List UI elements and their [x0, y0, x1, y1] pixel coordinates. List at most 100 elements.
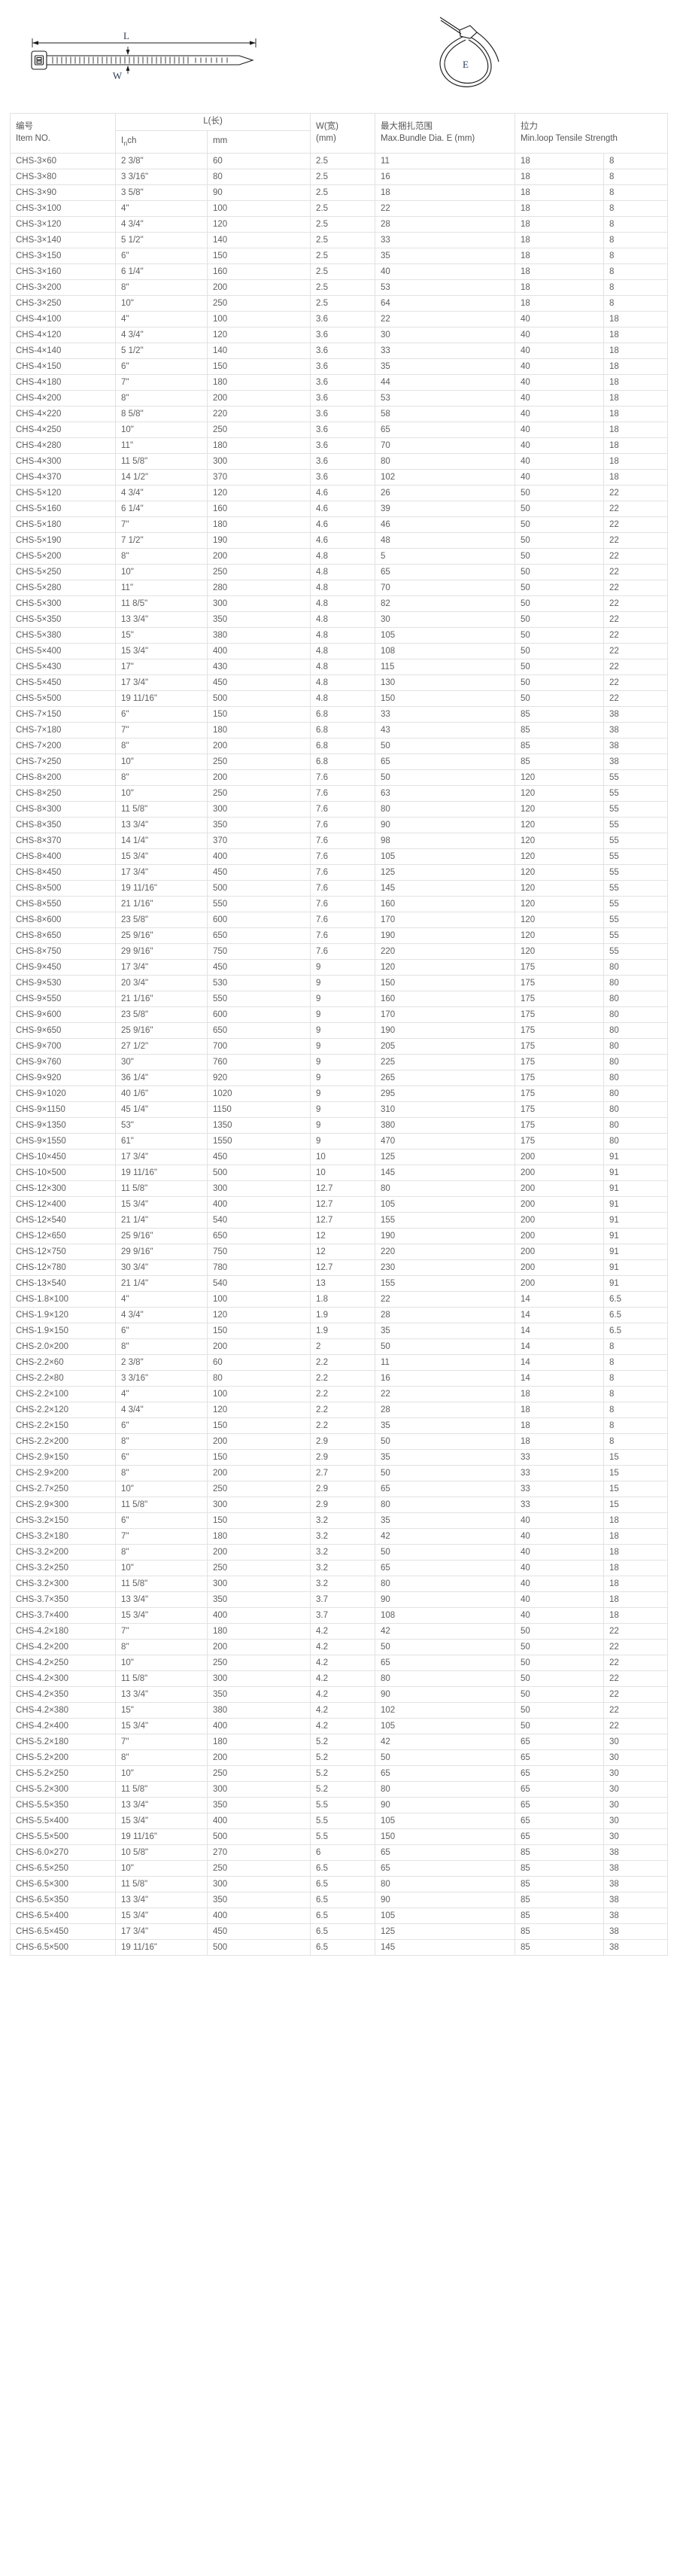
- cell-bundle-dia: 63: [375, 784, 515, 802]
- tie-strap: [46, 55, 254, 65]
- table-row: CHS-9×450 17 3/4" 450 9 120 175 80: [10, 958, 669, 976]
- cell-width: 7.6: [310, 911, 375, 928]
- cell-item-no: CHS-3×200: [10, 279, 116, 296]
- cell-tensile-strength-alt: 8: [603, 1417, 669, 1434]
- cell-tensile-strength-alt: 22: [603, 1701, 669, 1719]
- cell-tensile-strength: 50: [515, 547, 604, 565]
- cell-width: 3.6: [310, 421, 375, 438]
- cell-length-mm: 300: [207, 452, 311, 470]
- table-row: CHS-5×190 7 1/2" 190 4.6 48 50 22: [10, 531, 669, 549]
- cell-tensile-strength: 120: [515, 911, 604, 928]
- cell-bundle-dia: 105: [375, 1907, 515, 1924]
- cell-tensile-strength-alt: 18: [603, 1512, 669, 1529]
- cell-width: 12.7: [310, 1259, 375, 1276]
- cell-width: 4.6: [310, 484, 375, 501]
- table-row: CHS-3.7×400 15 3/4" 400 3.7 108 40 18: [10, 1606, 669, 1624]
- cell-item-no: CHS-3×150: [10, 247, 116, 264]
- cell-tensile-strength: 175: [515, 1132, 604, 1149]
- header-bundle-dia: 最大捆扎范围 Max.Bundle Dia. E (mm): [375, 113, 515, 154]
- cell-width: 7.6: [310, 863, 375, 881]
- cell-item-no: CHS-6.5×300: [10, 1875, 116, 1892]
- cell-length-mm: 600: [207, 911, 311, 928]
- cell-bundle-dia: 35: [375, 358, 515, 375]
- cell-item-no: CHS-2.2×150: [10, 1417, 116, 1434]
- cell-bundle-dia: 65: [375, 1859, 515, 1877]
- cell-length-inch: 7": [115, 721, 208, 738]
- cell-tensile-strength-alt: 80: [603, 1022, 669, 1039]
- length-arrow-right: [250, 41, 256, 45]
- cell-tensile-strength-alt: 38: [603, 1907, 669, 1924]
- cell-tensile-strength-alt: 18: [603, 342, 669, 359]
- cell-tensile-strength: 50: [515, 1685, 604, 1703]
- cell-item-no: CHS-4×100: [10, 310, 116, 327]
- cell-item-no: CHS-9×530: [10, 974, 116, 991]
- cell-length-mm: 300: [207, 595, 311, 612]
- table-row: CHS-4×300 11 5/8" 300 3.6 80 40 18: [10, 452, 669, 470]
- header-tensile-strength-en: Min.loop Tensile Strength: [521, 133, 618, 143]
- cell-length-inch: 4 3/4": [115, 484, 208, 501]
- cell-tensile-strength-alt: 38: [603, 1844, 669, 1861]
- cell-item-no: CHS-7×180: [10, 721, 116, 738]
- cell-item-no: CHS-12×650: [10, 1227, 116, 1244]
- cell-width: 4.8: [310, 563, 375, 580]
- header-length-inch: Inch: [115, 129, 208, 154]
- cell-length-mm: 280: [207, 579, 311, 596]
- cell-width: 2.9: [310, 1433, 375, 1450]
- cell-item-no: CHS-6.5×450: [10, 1923, 116, 1940]
- cell-item-no: CHS-2.0×200: [10, 1338, 116, 1355]
- cell-bundle-dia: 190: [375, 1227, 515, 1244]
- cell-length-mm: 350: [207, 611, 311, 628]
- cell-tensile-strength-alt: 18: [603, 326, 669, 343]
- cell-length-mm: 200: [207, 737, 311, 754]
- cell-width: 12: [310, 1227, 375, 1244]
- table-row: CHS-12×540 21 1/4" 540 12.7 155 200 91: [10, 1211, 669, 1229]
- cell-width: 9: [310, 1101, 375, 1118]
- cell-tensile-strength-alt: 8: [603, 294, 669, 312]
- table-row: CHS-12×300 11 5/8" 300 12.7 80 200 91: [10, 1180, 669, 1197]
- cell-tensile-strength: 175: [515, 1053, 604, 1070]
- cell-tensile-strength: 200: [515, 1180, 604, 1197]
- cell-tensile-strength: 50: [515, 563, 604, 580]
- cell-width: 3.6: [310, 405, 375, 422]
- cell-tensile-strength-alt: 55: [603, 848, 669, 865]
- cell-tensile-strength: 50: [515, 500, 604, 517]
- cell-item-no: CHS-4×280: [10, 437, 116, 454]
- cell-length-mm: 180: [207, 373, 311, 391]
- cell-length-mm: 430: [207, 658, 311, 675]
- cell-length-inch: 5 1/2": [115, 231, 208, 248]
- cell-tensile-strength-alt: 91: [603, 1243, 669, 1260]
- cell-tensile-strength-alt: 8: [603, 1353, 669, 1371]
- length-dimension-line: [32, 38, 257, 47]
- cell-tensile-strength: 85: [515, 1875, 604, 1892]
- cell-length-mm: 250: [207, 753, 311, 770]
- cell-length-mm: 750: [207, 942, 311, 960]
- cell-tensile-strength-alt: 6.5: [603, 1290, 669, 1308]
- cell-tensile-strength-alt: 38: [603, 721, 669, 738]
- cell-tensile-strength-alt: 55: [603, 784, 669, 802]
- header-length-group: L(长): [115, 113, 311, 131]
- cell-bundle-dia: 44: [375, 373, 515, 391]
- cell-length-mm: 250: [207, 1765, 311, 1782]
- cell-width: 5.2: [310, 1765, 375, 1782]
- cell-tensile-strength-alt: 8: [603, 168, 669, 185]
- cell-length-inch: 15 3/4": [115, 1606, 208, 1624]
- cell-length-inch: 17 3/4": [115, 958, 208, 976]
- cell-length-mm: 60: [207, 152, 311, 169]
- cell-length-inch: 15 3/4": [115, 1907, 208, 1924]
- cell-length-mm: 250: [207, 1559, 311, 1576]
- cell-tensile-strength: 33: [515, 1448, 604, 1466]
- cell-item-no: CHS-3×250: [10, 294, 116, 312]
- cell-length-inch: 13 3/4": [115, 1796, 208, 1813]
- cell-item-no: CHS-9×600: [10, 1006, 116, 1023]
- cell-width: 9: [310, 1069, 375, 1086]
- cell-item-no: CHS-8×350: [10, 816, 116, 833]
- cell-width: 6: [310, 1844, 375, 1861]
- table-row: CHS-9×650 25 9/16" 650 9 190 175 80: [10, 1022, 669, 1039]
- cell-bundle-dia: 50: [375, 1543, 515, 1561]
- cell-length-mm: 220: [207, 405, 311, 422]
- cell-tensile-strength: 85: [515, 1844, 604, 1861]
- cell-bundle-dia: 65: [375, 753, 515, 770]
- table-row: CHS-2.2×100 4" 100 2.2 22 18 8: [10, 1385, 669, 1402]
- cell-width: 5.2: [310, 1780, 375, 1798]
- cell-bundle-dia: 160: [375, 990, 515, 1007]
